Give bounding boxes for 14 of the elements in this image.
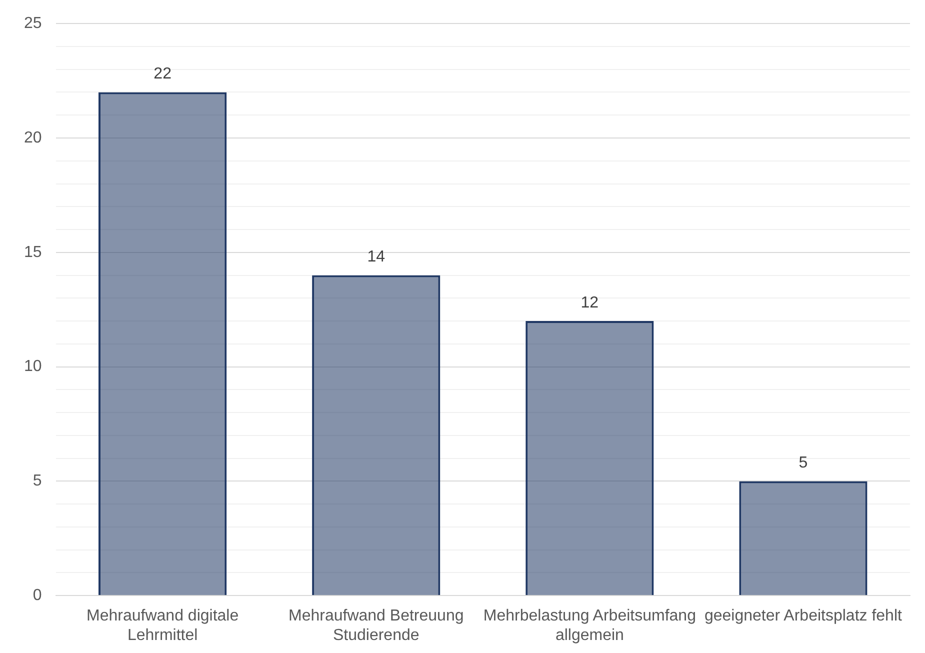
- data-label: 22: [154, 66, 172, 83]
- y-tick-label: 10: [24, 358, 42, 376]
- data-label: 5: [798, 454, 808, 472]
- y-tick-label: 20: [24, 129, 42, 146]
- y-tick-label: 15: [24, 244, 42, 261]
- data-label: 12: [580, 294, 599, 312]
- x-tick-label: Mehraufwand digitale Lehrmittel: [86, 608, 239, 644]
- y-tick-label: 5: [32, 472, 42, 490]
- y-tick-label: 25: [24, 15, 42, 32]
- y-tick-label: 0: [32, 587, 42, 604]
- x-tick-label: Mehrbelastung Arbeitsumfang allgemein: [483, 608, 696, 644]
- x-tick-label: Mehraufwand Betreuung Studierende: [288, 608, 464, 644]
- x-tick-label: geeigneter Arbeitsplatz fehlt: [704, 608, 903, 625]
- data-label: 14: [367, 248, 386, 266]
